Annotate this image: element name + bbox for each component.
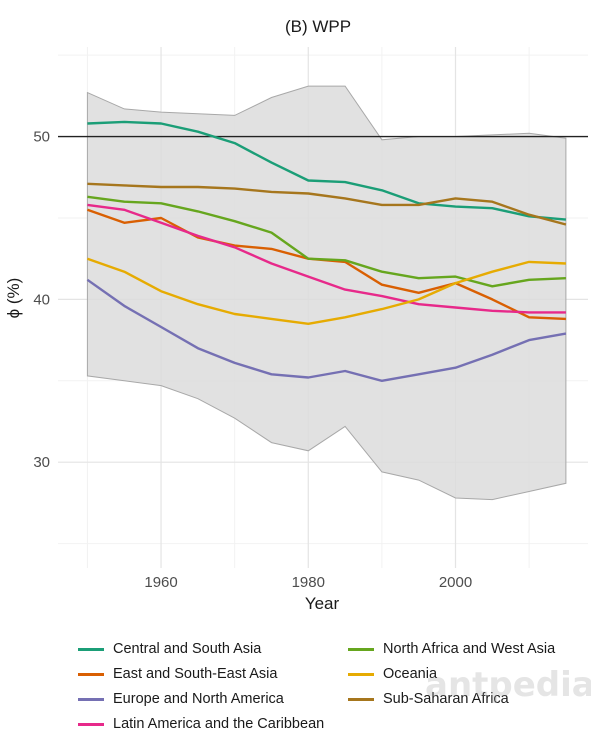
legend-swatch — [78, 722, 104, 726]
y-tick-label: 50 — [33, 129, 50, 146]
series-line-2 — [86, 278, 567, 382]
y-tick-label: 30 — [33, 454, 50, 471]
x-tick-labels: 1960 1980 2000 — [144, 574, 472, 591]
series-line-6 — [87, 182, 567, 226]
legend-item: East and South-East Asia — [78, 665, 348, 683]
legend-swatch — [348, 697, 374, 701]
uncertainty-band — [86, 85, 567, 501]
series-line-4 — [87, 195, 566, 288]
legend: Central and South Asia North Africa and W… — [78, 640, 588, 733]
legend-item: Central and South Asia — [78, 640, 348, 658]
legend-item: Sub-Saharan Africa — [348, 690, 588, 708]
legend-item: Latin America and the Caribbean — [78, 715, 348, 733]
series-line-3 — [87, 203, 566, 314]
legend-swatch — [78, 647, 104, 651]
watermark: antpedia — [425, 665, 591, 705]
chart-title: (B) WPP — [285, 17, 351, 36]
legend-item: Europe and North America — [78, 690, 348, 708]
y-tick-label: 40 — [33, 291, 50, 308]
legend-label: North Africa and West Asia — [383, 641, 556, 657]
legend-label: Latin America and the Caribbean — [113, 716, 325, 732]
x-axis-label: Year — [305, 594, 340, 613]
legend-item: Oceania — [348, 665, 588, 683]
x-tick-label: 1960 — [144, 574, 177, 591]
series-line-5 — [87, 257, 566, 325]
legend-label: Europe and North America — [113, 691, 284, 707]
legend-label: Sub-Saharan Africa — [383, 691, 509, 707]
legend-label: Oceania — [383, 666, 438, 682]
legend-swatch — [78, 672, 104, 676]
series-line-0 — [87, 120, 567, 221]
legend-label: East and South-East Asia — [113, 666, 278, 682]
legend-label: Central and South Asia — [113, 641, 262, 657]
line-chart: (B) WPP 30 40 50 1960 1980 2000 Year ϕ (%) — [4, 17, 588, 613]
series-lines — [86, 120, 567, 382]
legend-swatch — [78, 697, 104, 701]
x-tick-label: 2000 — [439, 574, 472, 591]
legend-swatch — [348, 647, 374, 651]
y-tick-labels: 30 40 50 — [33, 129, 50, 472]
x-tick-label: 1980 — [292, 574, 325, 591]
legend-swatch — [348, 672, 374, 676]
y-axis-label: ϕ (%) — [4, 278, 23, 319]
legend-item: North Africa and West Asia — [348, 640, 588, 658]
